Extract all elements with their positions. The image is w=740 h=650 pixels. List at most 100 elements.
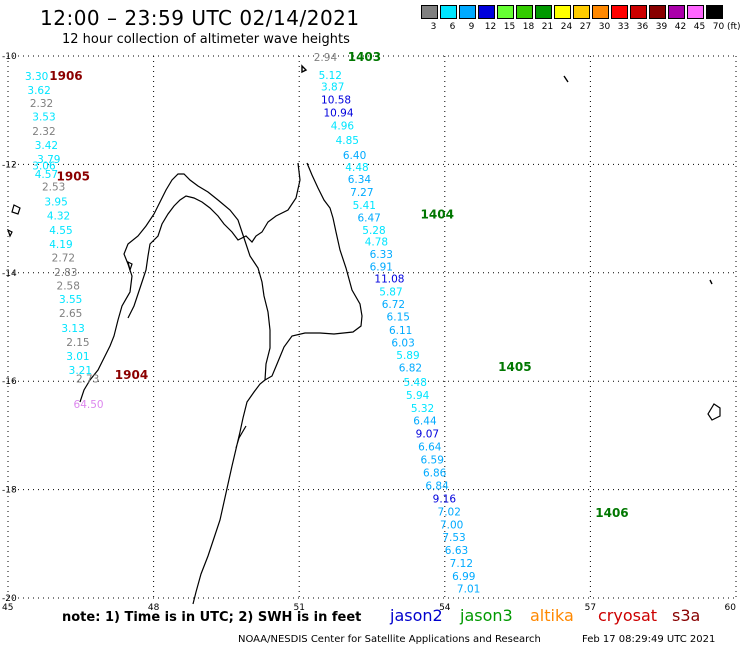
satellite-label-cryosat: cryosat (598, 606, 658, 625)
legend-swatch (592, 5, 609, 19)
lat-tick-label: -20 (2, 594, 17, 604)
lon-tick-label: 45 (2, 603, 13, 613)
legend-swatch (649, 5, 666, 19)
swh-value: 2.53 (42, 181, 65, 193)
legend-swatch (421, 5, 438, 19)
legend-swatch (630, 5, 647, 19)
swh-value: 10.58 (321, 95, 351, 107)
swh-value: 5.87 (379, 287, 402, 299)
legend-label: 6 (449, 22, 456, 32)
lon-tick-label: 51 (293, 603, 304, 613)
madagascar-coastline (79, 162, 363, 605)
swh-value: 5.89 (396, 350, 419, 362)
pass-number-label: 1904 (115, 368, 148, 382)
swh-value: 6.40 (343, 150, 366, 162)
legend-swatch (687, 5, 704, 19)
swh-value: 3.30 (25, 71, 48, 83)
page-title: 12:00 – 23:59 UTC 02/14/2021 (40, 6, 360, 30)
swh-value: 3.13 (61, 323, 84, 335)
altimeter-tracks: 3.303.622.323.532.323.423.793.064.572.53… (25, 50, 629, 596)
legend-swatch (573, 5, 590, 19)
mauritius-island (707, 403, 721, 421)
swh-value: 2.73 (76, 373, 99, 385)
swh-value: 6.84 (425, 481, 449, 493)
swh-value: 6.47 (357, 212, 380, 224)
swh-value: 3.01 (66, 351, 89, 363)
swh-value: 6.11 (389, 325, 412, 337)
swh-value: 10.94 (323, 108, 353, 120)
lon-tick-label: 48 (148, 603, 160, 613)
pass-number-label: 1906 (49, 69, 82, 83)
swh-value: 4.32 (47, 211, 70, 223)
legend-label: 18 (522, 22, 535, 32)
legend-label: 9 (468, 22, 475, 32)
swh-value: 3.87 (321, 82, 344, 94)
swh-value: 4.57 (35, 169, 58, 181)
legend-label: 70 (712, 22, 725, 32)
legend-label: 15 (503, 22, 516, 32)
legend-label: 36 (636, 22, 649, 32)
comoros-islands (6, 204, 133, 273)
swh-value: 7.02 (438, 507, 461, 519)
swh-value: 2.65 (59, 308, 82, 320)
swh-value: 5.48 (404, 377, 427, 389)
track-altika: 3.303.622.323.532.323.423.793.064.572.53… (25, 69, 148, 411)
swh-value: 6.33 (370, 249, 393, 261)
swh-value: 7.00 (440, 520, 463, 532)
swh-value: 2.83 (54, 267, 77, 279)
swh-value: 6.86 (423, 468, 447, 480)
legend-swatch (668, 5, 685, 19)
swh-value: 5.94 (406, 390, 430, 402)
legend-swatch (554, 5, 571, 19)
swh-value: 6.99 (452, 571, 475, 583)
swh-value: 5.12 (319, 70, 342, 82)
legend-label: 45 (693, 22, 706, 32)
coastline (6, 64, 721, 605)
swh-value: 11.08 (374, 274, 404, 286)
swh-value: 7.27 (350, 187, 373, 199)
swh-value: 5.41 (353, 200, 376, 212)
pass-number-label: 1405 (498, 360, 531, 374)
swh-value: 3.21 (69, 365, 92, 377)
legend-swatch (478, 5, 495, 19)
legend-label: 12 (484, 22, 497, 32)
swh-value: 6.64 (418, 442, 442, 454)
swh-value: 2.94 (314, 52, 338, 64)
legend-label: 33 (617, 22, 630, 32)
generation-timestamp: Feb 17 08:29:49 UTC 2021 (582, 634, 716, 645)
lat-tick-label: -16 (2, 377, 17, 387)
swh-value: 2.15 (66, 337, 89, 349)
swh-value: 7.01 (457, 584, 480, 596)
swh-value: 3.95 (44, 197, 67, 209)
pass-number-label: 1905 (57, 170, 90, 184)
swh-value: 4.78 (365, 237, 388, 249)
swh-value: 3.06 (32, 160, 56, 172)
swh-value: 4.85 (336, 135, 359, 147)
swh-value: 7.12 (450, 558, 473, 570)
legend-swatch (440, 5, 457, 19)
swh-value: 3.79 (37, 154, 60, 166)
legend-label: 3 (430, 22, 437, 32)
lat-tick-label: -12 (2, 160, 17, 170)
swh-value: 6.72 (382, 299, 405, 311)
page-subtitle: 12 hour collection of altimeter wave hei… (62, 32, 350, 47)
satellite-label-s3a: s3a (672, 606, 701, 625)
legend-swatch (535, 5, 552, 19)
madagascar-northwest-coast (127, 162, 301, 319)
swh-value: 6.34 (348, 174, 372, 186)
satellite-label-altika: altika (530, 606, 574, 625)
swh-value: 2.32 (30, 98, 53, 110)
swh-value: 9.16 (433, 494, 457, 506)
pass-number-label: 1406 (595, 506, 628, 520)
lon-tick-label: 54 (439, 603, 451, 613)
swh-value: 3.53 (32, 111, 55, 123)
swh-value: 9.07 (416, 429, 439, 441)
pass-number-label: 1404 (421, 208, 454, 222)
legend-swatch (459, 5, 476, 19)
lon-tick-label: 57 (585, 603, 596, 613)
legend-swatch (516, 5, 533, 19)
pass-number-label: 1403 (348, 50, 381, 64)
legend-label: 39 (655, 22, 668, 32)
swh-value: 3.55 (59, 294, 82, 306)
